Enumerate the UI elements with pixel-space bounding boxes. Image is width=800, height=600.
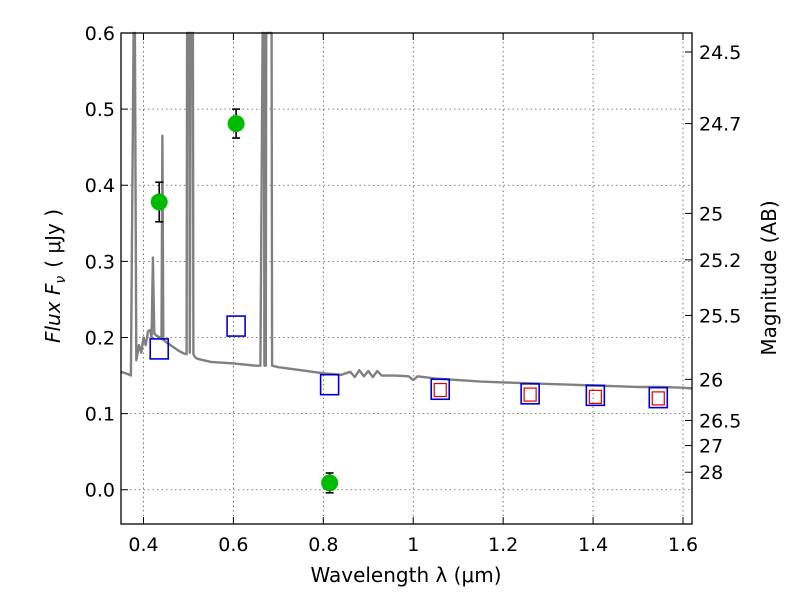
y-tick-label: 0.3 xyxy=(85,251,115,273)
comparison-square-marker xyxy=(588,389,602,404)
marker-layer xyxy=(149,108,669,494)
y-tick-label: 0.0 xyxy=(85,480,115,502)
y-tick-label: 0.4 xyxy=(85,175,115,197)
x-tick-label: 1.2 xyxy=(488,534,518,556)
comparison-square-marker xyxy=(523,387,537,402)
model-square-marker xyxy=(430,378,451,401)
y-tick-label: 0.1 xyxy=(85,404,115,426)
right-tick-label: 28 xyxy=(699,462,723,484)
grid-lines xyxy=(121,32,692,524)
comparison-square-marker xyxy=(433,382,447,398)
y-axis-label-sub: ν xyxy=(53,276,69,284)
observed-flux-point xyxy=(321,474,339,492)
right-tick-label: 26 xyxy=(699,369,723,391)
y-tick-label: 0.6 xyxy=(85,23,115,45)
tick-layer: 0.4 0.6 0.8 1 1.2 1.4 1.6 0.0 0.1 0.2 0.3 0.4 0.5 0.6… xyxy=(85,23,742,556)
y-axis-label-unit: ( μJy ) xyxy=(41,209,65,268)
model-square-marker xyxy=(520,383,540,405)
x-tick-label: 1.4 xyxy=(578,534,608,556)
right-tick-label: 27 xyxy=(699,436,723,458)
right-tick-label: 26.5 xyxy=(699,410,741,432)
right-tick-label: 25 xyxy=(699,203,723,225)
model-square-marker xyxy=(319,373,340,396)
model-square-marker xyxy=(226,315,246,337)
observed-flux-point xyxy=(227,115,245,133)
y-axis-label-main: Flux F xyxy=(41,283,65,343)
x-tick-label: 0.6 xyxy=(218,534,248,556)
x-tick-label: 1.6 xyxy=(668,534,698,556)
plot-frame xyxy=(120,32,693,525)
spectrum-layer xyxy=(120,31,693,390)
model-square-marker xyxy=(149,338,170,360)
y-tick-label: 0.2 xyxy=(85,327,115,349)
right-axis-label: Magnitude (AB) xyxy=(757,200,781,355)
spectrum-line xyxy=(120,31,693,390)
observed-flux-point xyxy=(150,193,168,211)
x-tick-label: 0.8 xyxy=(308,534,338,556)
model-square-marker xyxy=(585,384,606,407)
x-tick-label: 1 xyxy=(407,534,419,556)
x-axis-label: Wavelength λ (μm) xyxy=(310,563,501,587)
right-tick-label: 25.5 xyxy=(699,305,741,327)
comparison-square-marker xyxy=(651,391,665,406)
model-square-marker xyxy=(648,386,669,409)
right-tick-label: 24.5 xyxy=(699,42,741,64)
y-tick-label: 0.5 xyxy=(85,99,115,121)
right-tick-label: 25.2 xyxy=(699,250,741,272)
y-axis-label: Flux Fν ( μJy ) xyxy=(41,209,69,343)
x-tick-label: 0.4 xyxy=(128,534,158,556)
right-tick-label: 24.7 xyxy=(699,114,741,136)
